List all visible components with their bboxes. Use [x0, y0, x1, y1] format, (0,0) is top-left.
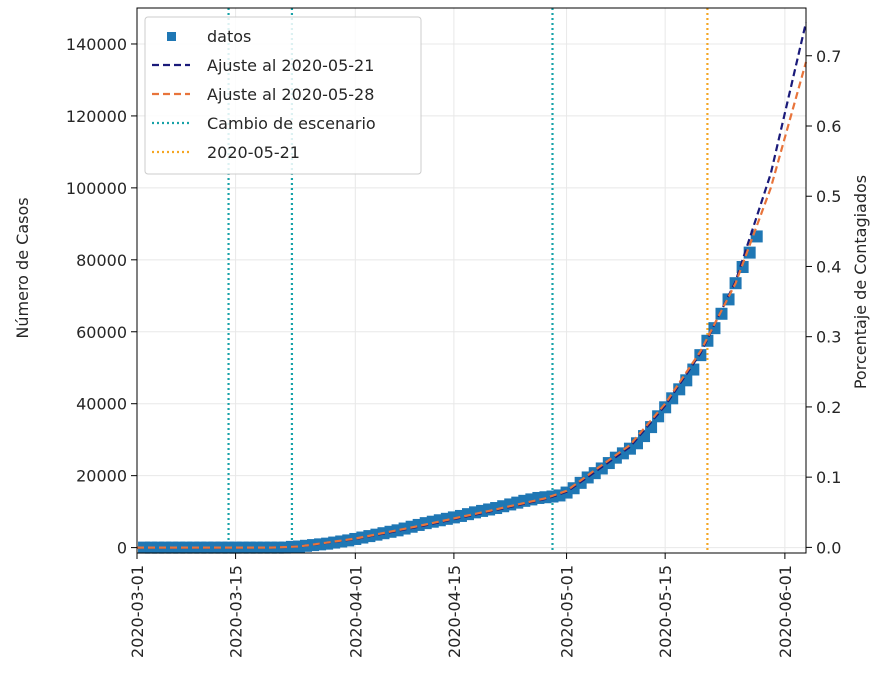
y2-tick-label-3: 0.3 [816, 328, 841, 347]
x-tick-label-6: 2020-06-01 [776, 565, 795, 658]
legend-label-1: Ajuste al 2020-05-21 [207, 56, 374, 75]
x-tick-label-3: 2020-04-15 [445, 565, 464, 658]
y-tick-label-5: 100000 [66, 179, 127, 198]
y2-axis-ticks: 0.0 0.1 0.2 0.3 0.4 0.5 0.6 0.7 [806, 47, 841, 557]
y-tick-label-4: 80000 [76, 251, 127, 270]
x-tick-label-5: 2020-05-15 [656, 565, 675, 658]
y-tick-label-1: 20000 [76, 467, 127, 486]
data-point-82 [715, 307, 728, 320]
y-tick-label-7: 140000 [66, 35, 127, 54]
y2-tick-label-1: 0.1 [816, 468, 841, 487]
data-series [137, 22, 808, 554]
y-axis-label: Número de Casos [13, 197, 32, 338]
data-point-49 [483, 503, 496, 516]
legend-box [144, 16, 422, 175]
y2-tick-label-5: 0.5 [816, 187, 841, 206]
legend-label-3: Cambio de escenario [207, 114, 376, 133]
y-tick-label-3: 60000 [76, 323, 127, 342]
y-tick-label-2: 40000 [76, 395, 127, 414]
y2-axis-label: Porcentaje de Contagiados [851, 175, 870, 389]
legend-label-2: Ajuste al 2020-05-28 [207, 85, 374, 104]
y-axis-ticks: 0 20000 40000 60000 80000 100000 120000 140000 [66, 35, 137, 558]
x-tick-label-0: 2020-03-01 [128, 565, 147, 658]
y2-tick-label-7: 0.7 [816, 47, 841, 66]
x-tick-label-2: 2020-04-01 [346, 565, 365, 658]
y2-tick-label-2: 0.2 [816, 398, 841, 417]
x-tick-label-1: 2020-03-15 [227, 565, 246, 658]
y2-tick-label-4: 0.4 [816, 257, 841, 276]
legend-label-0: datos [207, 27, 251, 46]
y-tick-label-6: 120000 [66, 107, 127, 126]
plot-frame [136, 7, 807, 554]
legend-marker-0 [167, 32, 176, 41]
x-axis-ticks: 2020-03-01 2020-03-15 2020-04-01 2020-04-15… [128, 553, 795, 658]
y2-tick-label-0: 0.0 [816, 538, 841, 557]
legend-label-4: 2020-05-21 [207, 143, 300, 162]
fit-line-1 [137, 61, 808, 549]
x-tick-label-4: 2020-05-01 [558, 565, 577, 658]
data-point-50 [490, 502, 503, 515]
y-tick-label-0: 0 [117, 539, 127, 558]
data-point-78 [687, 363, 700, 376]
y2-tick-label-6: 0.6 [816, 117, 841, 136]
legend: datos Ajuste al 2020-05-21 Ajuste al 2020-… [144, 16, 422, 175]
